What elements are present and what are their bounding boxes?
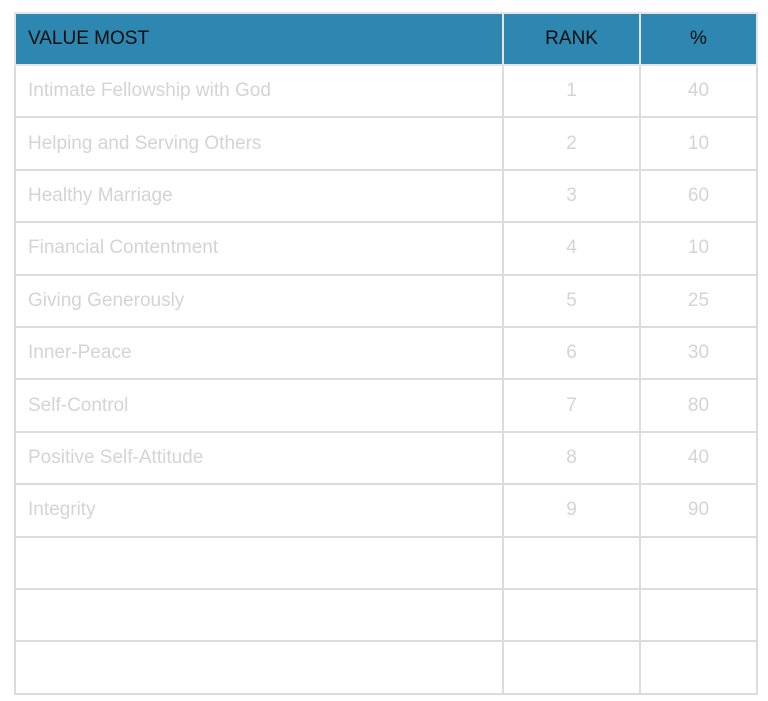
- header-row: VALUE MOST RANK %: [14, 12, 758, 66]
- empty-table-row: [14, 535, 758, 590]
- value-cell: [14, 587, 504, 643]
- value-cell: [14, 640, 504, 695]
- percent-cell: [639, 587, 758, 643]
- rank-cell: [502, 640, 641, 695]
- rank-cell: 7: [502, 378, 641, 433]
- table-row: Positive Self-Attitude 8 40: [14, 430, 758, 486]
- empty-table-row: [14, 587, 758, 643]
- percent-cell: [639, 640, 758, 695]
- percent-cell: 40: [639, 430, 758, 486]
- table-row: Self-Control 7 80: [14, 378, 758, 433]
- table-row: Healthy Marriage 3 60: [14, 168, 758, 224]
- values-table: VALUE MOST RANK % Intimate Fellowship wi…: [14, 12, 758, 695]
- header-rank: RANK: [502, 12, 641, 66]
- table-row: Financial Contentment 4 10: [14, 221, 758, 276]
- rank-cell: 9: [502, 483, 641, 538]
- rank-cell: [502, 587, 641, 643]
- values-table-container: VALUE MOST RANK % Intimate Fellowship wi…: [14, 12, 758, 695]
- rank-cell: 4: [502, 221, 641, 276]
- percent-cell: 80: [639, 378, 758, 433]
- header-value-most: VALUE MOST: [14, 12, 504, 66]
- percent-cell: 40: [639, 63, 758, 119]
- value-cell: Helping and Serving Others: [14, 116, 504, 171]
- rank-cell: 8: [502, 430, 641, 486]
- percent-cell: 30: [639, 325, 758, 381]
- header-percent: %: [639, 12, 758, 66]
- percent-cell: 10: [639, 221, 758, 276]
- empty-table-row: [14, 640, 758, 695]
- table-row: Integrity 9 90: [14, 483, 758, 538]
- value-cell: [14, 535, 504, 590]
- table-row: Intimate Fellowship with God 1 40: [14, 63, 758, 119]
- value-cell: Healthy Marriage: [14, 168, 504, 224]
- rank-cell: 1: [502, 63, 641, 119]
- percent-cell: 90: [639, 483, 758, 538]
- percent-cell: 60: [639, 168, 758, 224]
- rank-cell: 6: [502, 325, 641, 381]
- value-cell: Integrity: [14, 483, 504, 538]
- table-row: Giving Generously 5 25: [14, 273, 758, 328]
- value-cell: Intimate Fellowship with God: [14, 63, 504, 119]
- value-cell: Financial Contentment: [14, 221, 504, 276]
- value-cell: Inner-Peace: [14, 325, 504, 381]
- table-row: Inner-Peace 6 30: [14, 325, 758, 381]
- rank-cell: [502, 535, 641, 590]
- rank-cell: 2: [502, 116, 641, 171]
- value-cell: Self-Control: [14, 378, 504, 433]
- percent-cell: [639, 535, 758, 590]
- value-cell: Positive Self-Attitude: [14, 430, 504, 486]
- rank-cell: 5: [502, 273, 641, 328]
- rank-cell: 3: [502, 168, 641, 224]
- table-row: Helping and Serving Others 2 10: [14, 116, 758, 171]
- value-cell: Giving Generously: [14, 273, 504, 328]
- percent-cell: 25: [639, 273, 758, 328]
- percent-cell: 10: [639, 116, 758, 171]
